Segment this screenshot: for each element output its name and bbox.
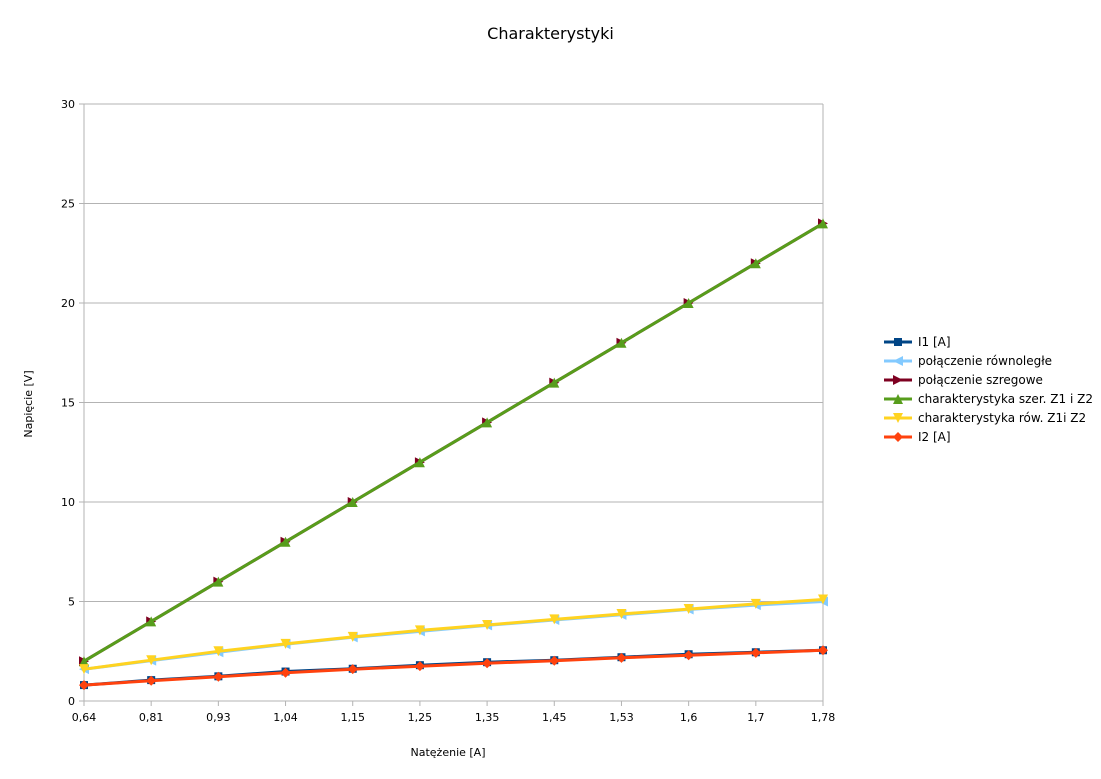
legend: I1 [A] połączenie równoległe połączenie sz…	[884, 335, 1093, 444]
y-tick-label: 30	[61, 98, 75, 111]
y-tick-label: 0	[68, 695, 75, 708]
data-point	[146, 655, 157, 666]
data-point	[146, 675, 157, 686]
legend-item: charakterystyka rów. Z1i Z2	[884, 411, 1086, 425]
data-point	[482, 417, 493, 428]
data-point	[79, 680, 89, 691]
data-point	[818, 645, 828, 656]
x-tick-label: 1,78	[811, 711, 836, 724]
y-tick-label: 15	[61, 397, 75, 410]
y-tick-label: 5	[68, 596, 75, 609]
series-0	[80, 646, 827, 690]
legend-label: połączenie szregowe	[918, 373, 1043, 387]
data-point	[79, 664, 89, 675]
legend-item: charakterystyka szer. Z1 i Z2	[884, 392, 1093, 406]
data-point	[79, 656, 89, 667]
series-line	[83, 222, 824, 663]
x-tick-label: 1,04	[273, 711, 298, 724]
data-point	[280, 536, 291, 547]
series-5	[79, 645, 828, 691]
x-tick-label: 1,53	[609, 711, 634, 724]
data-point	[146, 616, 157, 627]
data-point	[482, 658, 493, 669]
data-point	[280, 638, 291, 649]
data-point	[549, 655, 560, 666]
legend-item: połączenie równoległe	[884, 354, 1052, 368]
data-point	[347, 631, 358, 642]
legend-item: I1 [A]	[884, 335, 951, 349]
data-point	[818, 218, 828, 229]
data-point	[213, 576, 224, 587]
legend-label: I2 [A]	[918, 430, 951, 444]
legend-label: połączenie równoległe	[918, 354, 1052, 368]
data-point	[414, 457, 425, 468]
legend-swatch-marker	[893, 432, 903, 442]
x-tick-label: 1,15	[340, 711, 365, 724]
y-tick-label: 25	[61, 198, 75, 211]
data-point	[616, 609, 627, 620]
x-tick-label: 1,7	[747, 711, 765, 724]
data-point	[414, 625, 425, 636]
x-tick-label: 1,6	[680, 711, 698, 724]
series-line	[83, 600, 824, 671]
legend-label: charakterystyka rów. Z1i Z2	[918, 411, 1086, 425]
x-tick-label: 0,81	[139, 711, 164, 724]
data-point	[549, 614, 560, 625]
series-layer	[79, 218, 828, 691]
x-axis-title: Natężenie [A]	[411, 746, 486, 759]
grid-layer	[84, 103, 823, 702]
data-point	[347, 497, 358, 507]
series-3	[79, 218, 828, 667]
data-point	[750, 647, 761, 658]
legend-label: charakterystyka szer. Z1 i Z2	[918, 392, 1093, 406]
data-point	[750, 598, 761, 609]
data-point	[683, 604, 694, 615]
data-point	[414, 661, 425, 672]
series-line	[83, 598, 824, 671]
x-tick-label: 1,25	[408, 711, 433, 724]
data-point	[750, 258, 761, 269]
x-tick-label: 0,93	[206, 711, 231, 724]
data-point	[213, 646, 224, 657]
axis-layer: 0 5 10 15 20 25 30 0,64 0,81 0,93 1,04 1,15 1,25 1,35…	[61, 98, 835, 724]
legend-item: I2 [A]	[884, 430, 951, 444]
x-tick-label: 1,45	[542, 711, 567, 724]
data-point	[280, 667, 291, 678]
data-point	[482, 619, 493, 630]
series-line	[83, 648, 824, 687]
y-tick-label: 20	[61, 297, 75, 310]
legend-swatch-marker	[894, 338, 902, 346]
y-axis-title: Napięcie [V]	[22, 370, 35, 437]
data-point	[549, 377, 560, 388]
data-point	[616, 652, 627, 663]
chart-title: Charakterystyki	[487, 24, 614, 43]
series-4	[79, 594, 828, 675]
data-point	[347, 664, 358, 675]
data-point	[616, 337, 627, 348]
x-tick-label: 1,35	[475, 711, 500, 724]
legend-swatch-marker	[893, 413, 903, 423]
legend-swatch-marker	[893, 375, 903, 385]
legend-label: I1 [A]	[918, 335, 951, 349]
x-tick-label: 0,64	[72, 711, 97, 724]
data-point	[683, 298, 694, 308]
data-point	[683, 650, 694, 661]
legend-swatch-marker	[893, 394, 903, 404]
data-point	[818, 594, 828, 605]
data-point	[213, 671, 224, 682]
y-tick-label: 10	[61, 496, 75, 509]
legend-item: połączenie szregowe	[884, 373, 1043, 387]
legend-swatch-marker	[893, 356, 903, 366]
